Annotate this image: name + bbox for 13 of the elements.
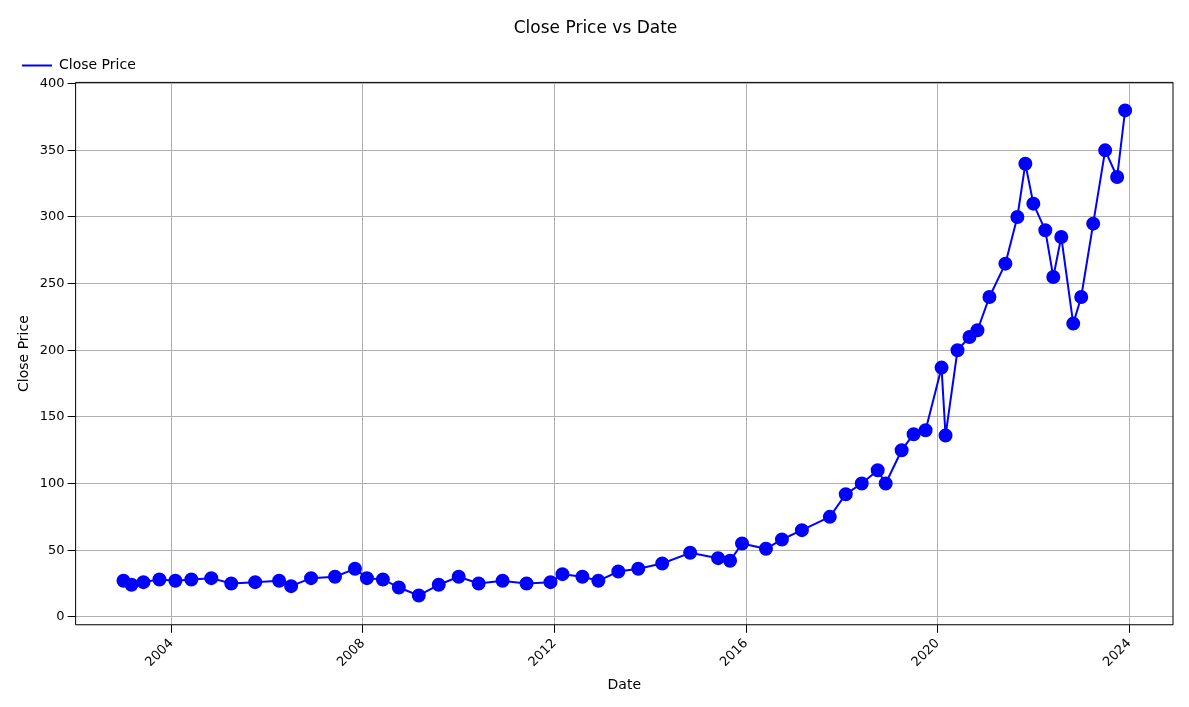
chart-title: Close Price vs Date bbox=[513, 16, 678, 37]
y-tick-label: 300 bbox=[39, 208, 65, 224]
y-tick-label: 400 bbox=[39, 75, 65, 91]
y-tick-label: 200 bbox=[39, 341, 65, 357]
y-axis-title: Close Price bbox=[15, 315, 32, 392]
y-tick-label: 250 bbox=[39, 275, 65, 290]
y-tick-label: 150 bbox=[39, 408, 65, 424]
y-tick-label: 0 bbox=[56, 608, 65, 624]
y-tick-label: 350 bbox=[39, 141, 65, 157]
y-tick-label: 100 bbox=[39, 474, 65, 490]
x-axis-title: Date bbox=[607, 676, 642, 693]
legend-label: Close Price bbox=[59, 56, 136, 73]
y-tick-label: 50 bbox=[48, 541, 65, 557]
